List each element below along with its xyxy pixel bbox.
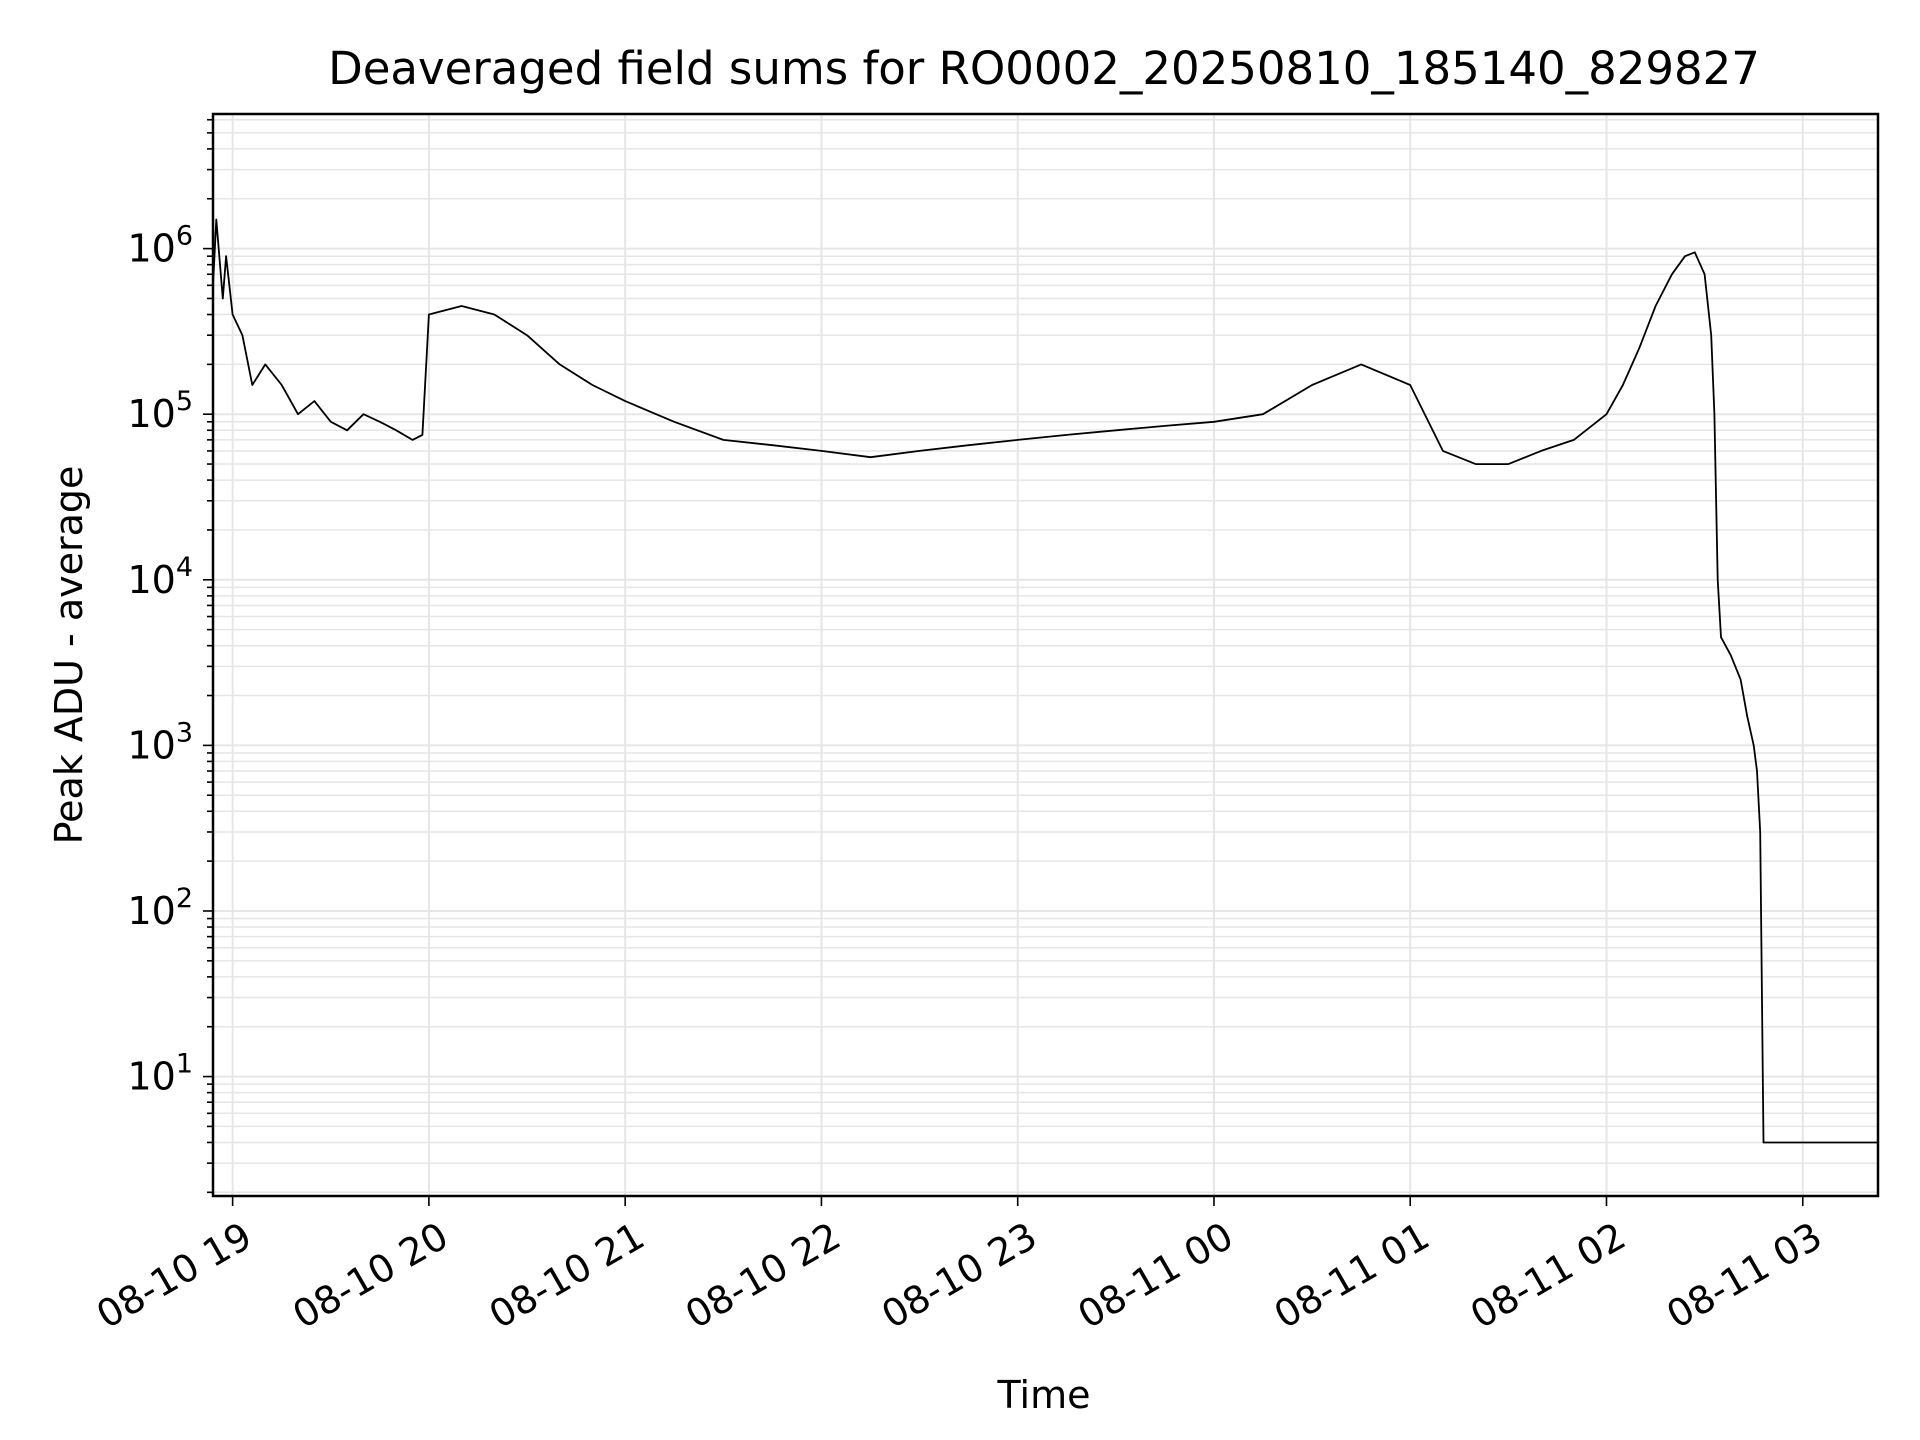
- y-tick-label: 105: [127, 386, 193, 436]
- y-tick-base: 10: [127, 558, 175, 602]
- y-tick-exponent: 6: [176, 221, 193, 252]
- y-tick-exponent: 5: [176, 386, 193, 417]
- series-layer: [212, 218, 1878, 1144]
- y-tick-base: 10: [127, 723, 175, 767]
- y-tick-exponent: 1: [176, 1049, 193, 1080]
- y-tick-exponent: 2: [176, 883, 193, 914]
- y-tick-label: 106: [127, 221, 193, 271]
- y-tick-exponent: 4: [176, 552, 193, 583]
- series-line: [212, 218, 1878, 1144]
- y-tick-label: 102: [127, 883, 193, 933]
- y-tick-label: 103: [127, 717, 193, 767]
- y-tick-base: 10: [127, 1055, 175, 1099]
- plot-frame: [211, 112, 1880, 1198]
- y-tick-exponent: 3: [176, 717, 193, 748]
- chart-title: Deaveraged field sums for RO0002_2025081…: [328, 42, 1760, 95]
- y-tick-base: 10: [127, 392, 175, 436]
- y-axis-label: Peak ADU - average: [47, 466, 91, 845]
- y-tick-base: 10: [127, 227, 175, 271]
- y-tick-label: 101: [127, 1049, 193, 1099]
- x-axis-label: Time: [997, 1373, 1091, 1417]
- grid-layer: [213, 114, 1878, 1196]
- y-tick-label: 104: [127, 552, 193, 602]
- y-tick-base: 10: [127, 889, 175, 933]
